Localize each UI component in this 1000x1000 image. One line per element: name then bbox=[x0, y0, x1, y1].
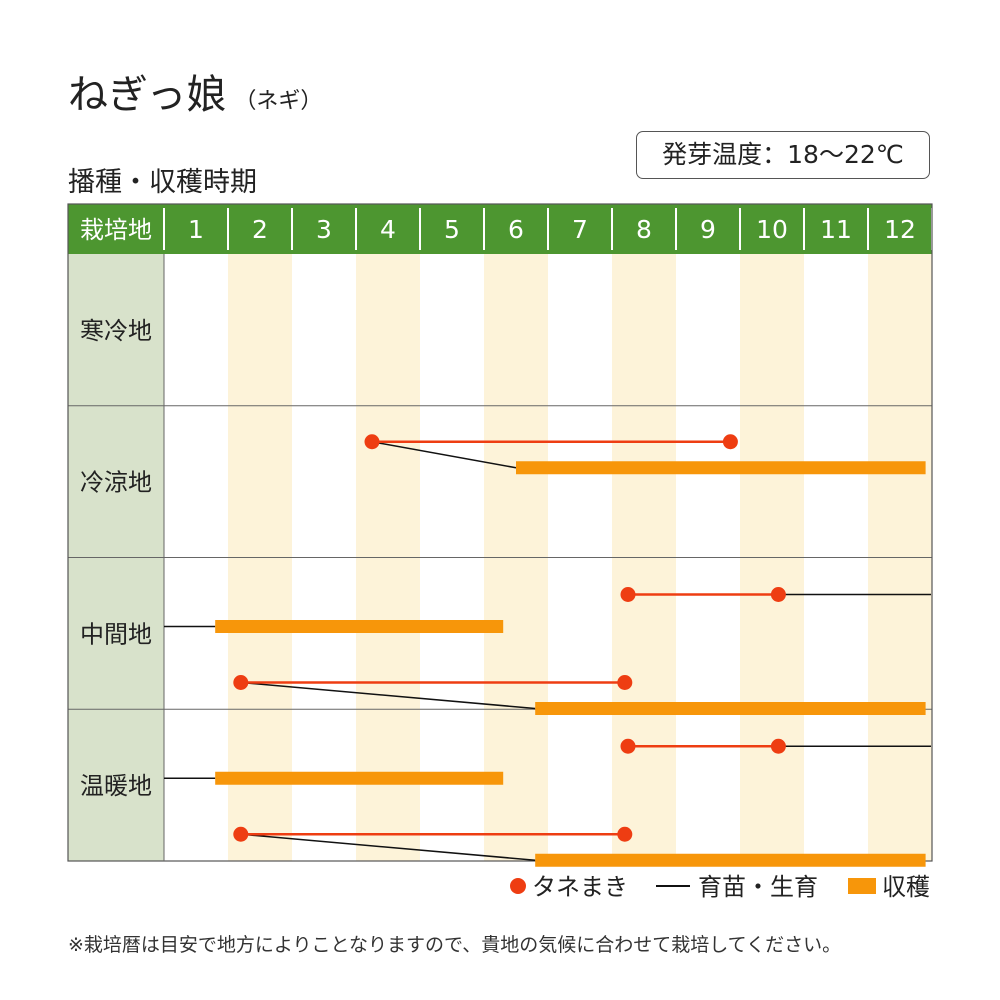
month-label: 10 bbox=[756, 215, 788, 244]
footnote: ※栽培暦は目安で地方によりことなりますので、貴地の気候に合わせて栽培してください… bbox=[68, 934, 842, 956]
nursery-line bbox=[240, 681, 536, 710]
region-label-cell bbox=[68, 709, 164, 861]
legend-nursery-label: 育苗・生育 bbox=[698, 873, 818, 901]
month-label: 1 bbox=[188, 215, 204, 244]
month-label: 11 bbox=[820, 215, 852, 244]
product-name: ねぎっ娘 bbox=[68, 72, 227, 118]
month-label: 4 bbox=[380, 215, 396, 244]
month-label: 3 bbox=[316, 215, 332, 244]
nursery-line bbox=[371, 441, 517, 469]
header-bar bbox=[68, 204, 932, 254]
region-label-cell bbox=[68, 254, 164, 406]
region-label-cell bbox=[68, 557, 164, 710]
region-label: 温暖地 bbox=[80, 772, 152, 800]
month-label: 9 bbox=[700, 215, 716, 244]
month-label: 6 bbox=[508, 215, 524, 244]
month-label: 8 bbox=[636, 215, 652, 244]
harvest-bar bbox=[535, 702, 926, 715]
month-label: 2 bbox=[252, 215, 268, 244]
schedule-heading: 播種・収穫時期 bbox=[68, 167, 257, 198]
sowing-start-dot bbox=[620, 738, 636, 754]
legend-harvest-marker bbox=[848, 878, 876, 894]
page-title: ねぎっ娘 （ネギ） bbox=[68, 62, 322, 120]
sowing-end-dot bbox=[722, 434, 738, 450]
legend-harvest-label: 収穫 bbox=[882, 873, 930, 901]
harvest-bar bbox=[516, 461, 926, 475]
product-category: （ネギ） bbox=[234, 89, 323, 114]
header-label: 栽培地 bbox=[80, 216, 152, 244]
month-label: 12 bbox=[884, 215, 916, 244]
sowing-start-dot bbox=[364, 434, 380, 450]
chart-border bbox=[67, 203, 933, 862]
region-label: 中間地 bbox=[80, 620, 152, 648]
sowing-start-dot bbox=[233, 675, 249, 690]
sowing-end-dot bbox=[617, 675, 633, 690]
germination-temperature-badge: 発芽温度：18～22℃ bbox=[636, 131, 930, 179]
region-label: 冷涼地 bbox=[80, 469, 152, 497]
sowing-end-dot bbox=[770, 738, 786, 754]
harvest-bar bbox=[215, 771, 504, 785]
sowing-end-dot bbox=[770, 587, 786, 602]
month-label: 5 bbox=[444, 215, 460, 244]
sowing-end-dot bbox=[617, 826, 633, 842]
harvest-bar bbox=[215, 620, 504, 633]
harvest-bar bbox=[535, 853, 926, 867]
sowing-start-dot bbox=[620, 587, 636, 602]
region-label: 寒冷地 bbox=[80, 317, 152, 345]
nursery-line bbox=[240, 833, 536, 861]
month-label: 7 bbox=[572, 215, 588, 244]
sowing-start-dot bbox=[233, 826, 249, 842]
region-label-cell bbox=[68, 405, 164, 558]
legend-sowing-marker bbox=[510, 878, 526, 894]
legend-sowing-label: タネまき bbox=[532, 873, 628, 901]
